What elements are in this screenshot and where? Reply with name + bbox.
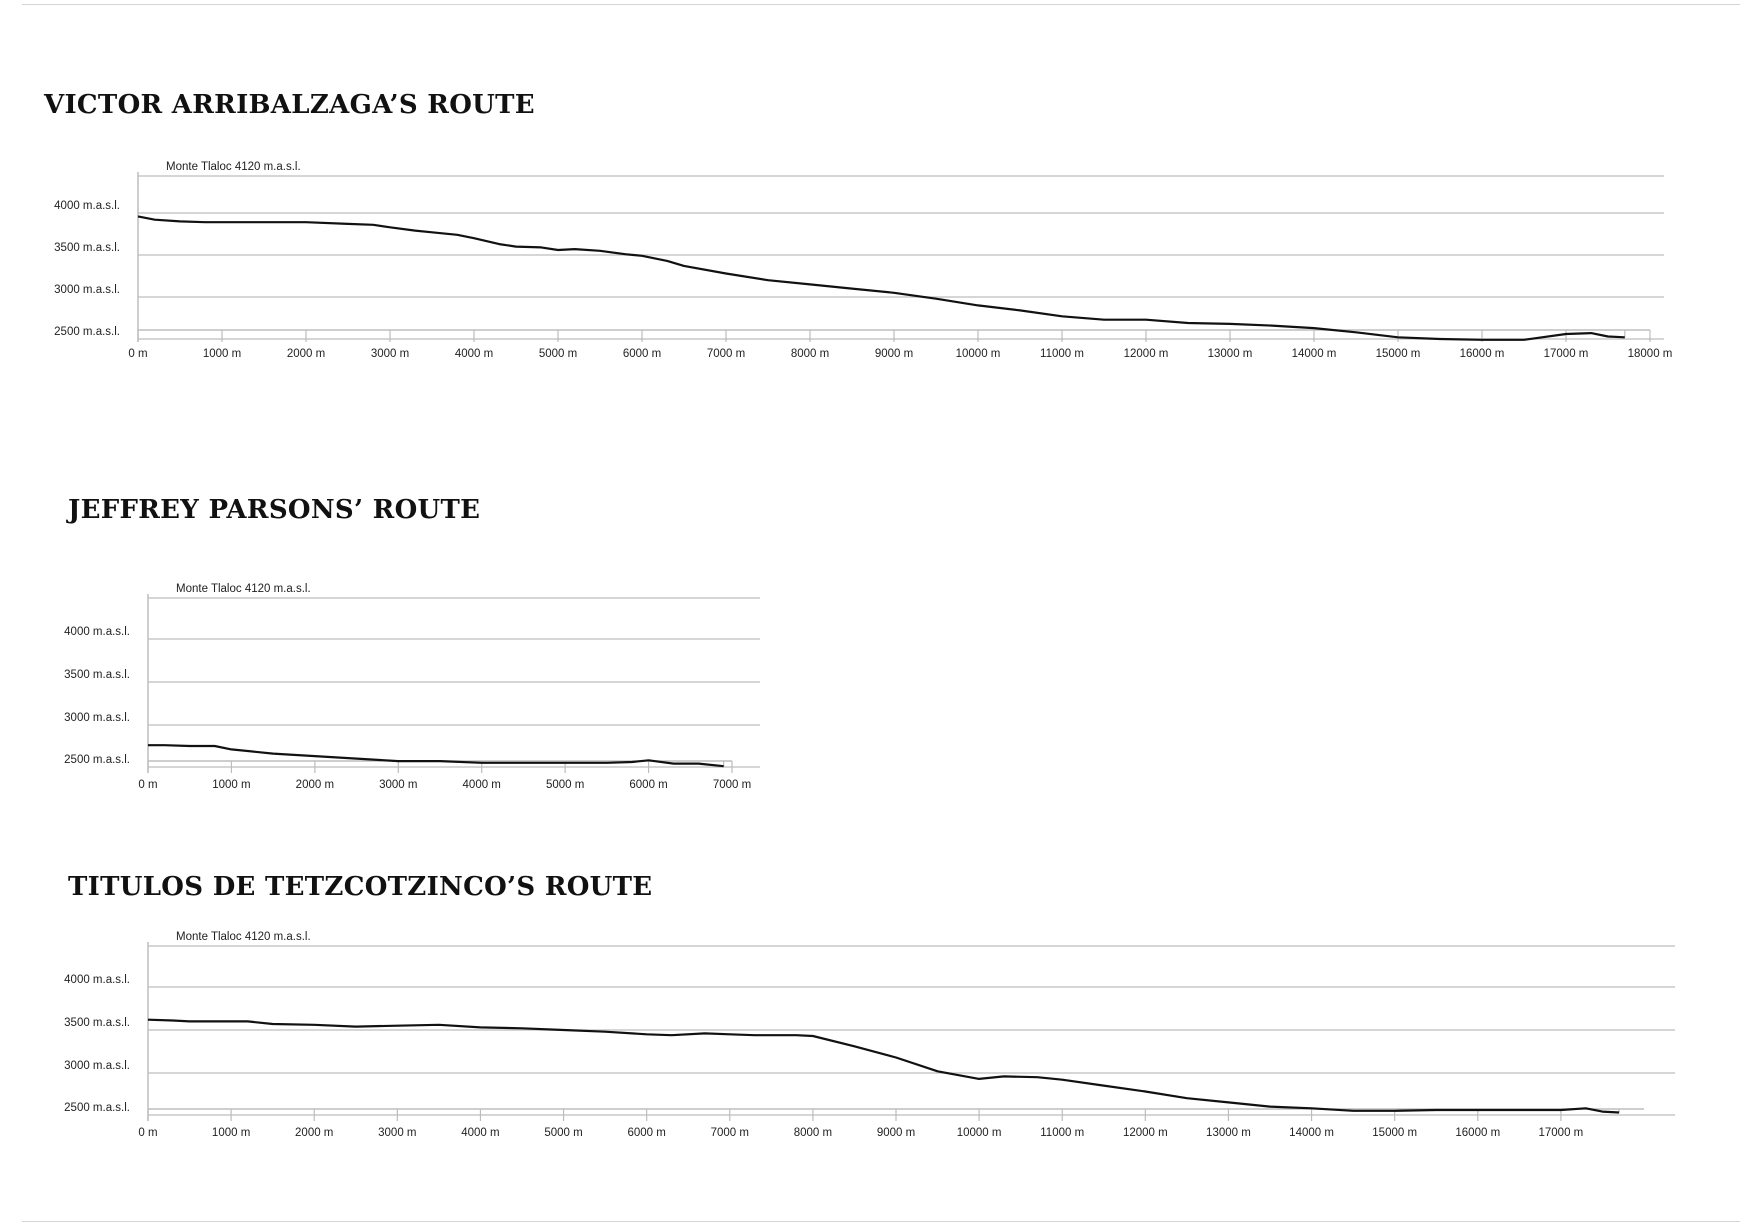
x-tick-label: 0 m	[138, 1127, 157, 1139]
annotation-label: Monte Tlaloc 4120 m.a.s.l.	[166, 161, 301, 173]
elevation-profile-chart: Monte Tlaloc 4120 m.a.s.l. 2500 m.a.s.l. 3…	[64, 583, 760, 791]
x-tick-label: 6000 m	[627, 1127, 665, 1139]
x-tick-label: 15000 m	[1372, 1127, 1417, 1139]
x-tick-label: 7000 m	[707, 348, 745, 360]
x-tick-label: 9000 m	[877, 1127, 915, 1139]
annotation-label: Monte Tlaloc 4120 m.a.s.l.	[176, 931, 311, 943]
x-tick-label: 5000 m	[546, 779, 584, 791]
x-tick-label: 6000 m	[629, 779, 667, 791]
annotation-label: Monte Tlaloc 4120 m.a.s.l.	[176, 583, 311, 595]
x-tick-label: 12000 m	[1123, 1127, 1168, 1139]
y-tick-label: 4000 m.a.s.l.	[64, 626, 130, 638]
x-tick-label: 2000 m	[296, 779, 334, 791]
x-tick-label: 3000 m	[371, 348, 409, 360]
x-tick-label: 7000 m	[713, 779, 751, 791]
x-tick-label: 18000 m	[1628, 348, 1673, 360]
y-tick-label: 3500 m.a.s.l.	[64, 1017, 130, 1029]
x-tick-label: 1000 m	[203, 348, 241, 360]
x-tick-label: 5000 m	[544, 1127, 582, 1139]
y-tick-label: 3000 m.a.s.l.	[64, 1060, 130, 1072]
x-tick-label: 5000 m	[539, 348, 577, 360]
x-tick-label: 8000 m	[791, 348, 829, 360]
x-tick-label: 16000 m	[1460, 348, 1505, 360]
x-tick-label: 1000 m	[212, 1127, 250, 1139]
elevation-profile-line	[147, 1018, 1620, 1114]
y-tick-label: 2500 m.a.s.l.	[54, 326, 120, 338]
x-tick-label: 4000 m	[455, 348, 493, 360]
x-tick-label: 15000 m	[1376, 348, 1421, 360]
y-tick-label: 4000 m.a.s.l.	[54, 200, 120, 212]
y-tick-label: 3500 m.a.s.l.	[64, 669, 130, 681]
x-tick-label: 2000 m	[295, 1127, 333, 1139]
x-tick-label: 7000 m	[711, 1127, 749, 1139]
y-tick-label: 3000 m.a.s.l.	[64, 712, 130, 724]
chart-title: VICTOR ARRIBALZAGA’S ROUTE	[44, 90, 535, 120]
y-tick-label: 3500 m.a.s.l.	[54, 242, 120, 254]
x-tick-label: 14000 m	[1289, 1127, 1334, 1139]
y-tick-label: 2500 m.a.s.l.	[64, 1102, 130, 1114]
elevation-profile-chart: Monte Tlaloc 4120 m.a.s.l. 2500 m.a.s.l. 3…	[54, 161, 1673, 360]
x-tick-label: 3000 m	[379, 779, 417, 791]
x-tick-label: 4000 m	[463, 779, 501, 791]
x-tick-label: 11000 m	[1040, 348, 1084, 360]
x-tick-label: 0 m	[138, 779, 157, 791]
x-tick-label: 16000 m	[1455, 1127, 1500, 1139]
chart-title: TITULOS DE TETZCOTZINCO’S ROUTE	[68, 872, 653, 902]
y-tick-label: 4000 m.a.s.l.	[64, 974, 130, 986]
x-tick-label: 6000 m	[623, 348, 661, 360]
x-tick-label: 4000 m	[461, 1127, 499, 1139]
x-tick-label: 14000 m	[1292, 348, 1337, 360]
x-tick-label: 1000 m	[212, 779, 250, 791]
chart-title: JEFFREY PARSONS’ ROUTE	[68, 495, 481, 525]
x-tick-label: 17000 m	[1539, 1127, 1584, 1139]
x-tick-label: 13000 m	[1206, 1127, 1251, 1139]
x-tick-label: 12000 m	[1124, 348, 1169, 360]
x-tick-label: 10000 m	[956, 348, 1001, 360]
x-tick-label: 3000 m	[378, 1127, 416, 1139]
elevation-profile-chart: Monte Tlaloc 4120 m.a.s.l. 2500 m.a.s.l. 3…	[64, 931, 1675, 1139]
x-tick-label: 11000 m	[1040, 1127, 1084, 1139]
x-tick-label: 13000 m	[1208, 348, 1253, 360]
y-tick-label: 2500 m.a.s.l.	[64, 754, 130, 766]
x-tick-label: 9000 m	[875, 348, 913, 360]
elevation-profile-line	[148, 744, 724, 768]
x-tick-label: 10000 m	[957, 1127, 1002, 1139]
x-tick-label: 0 m	[128, 348, 147, 360]
elevation-profile-line	[137, 215, 1625, 341]
x-tick-label: 17000 m	[1544, 348, 1589, 360]
x-tick-label: 2000 m	[287, 348, 325, 360]
x-tick-label: 8000 m	[794, 1127, 832, 1139]
page-frame	[22, 4, 1740, 1222]
y-tick-label: 3000 m.a.s.l.	[54, 284, 120, 296]
